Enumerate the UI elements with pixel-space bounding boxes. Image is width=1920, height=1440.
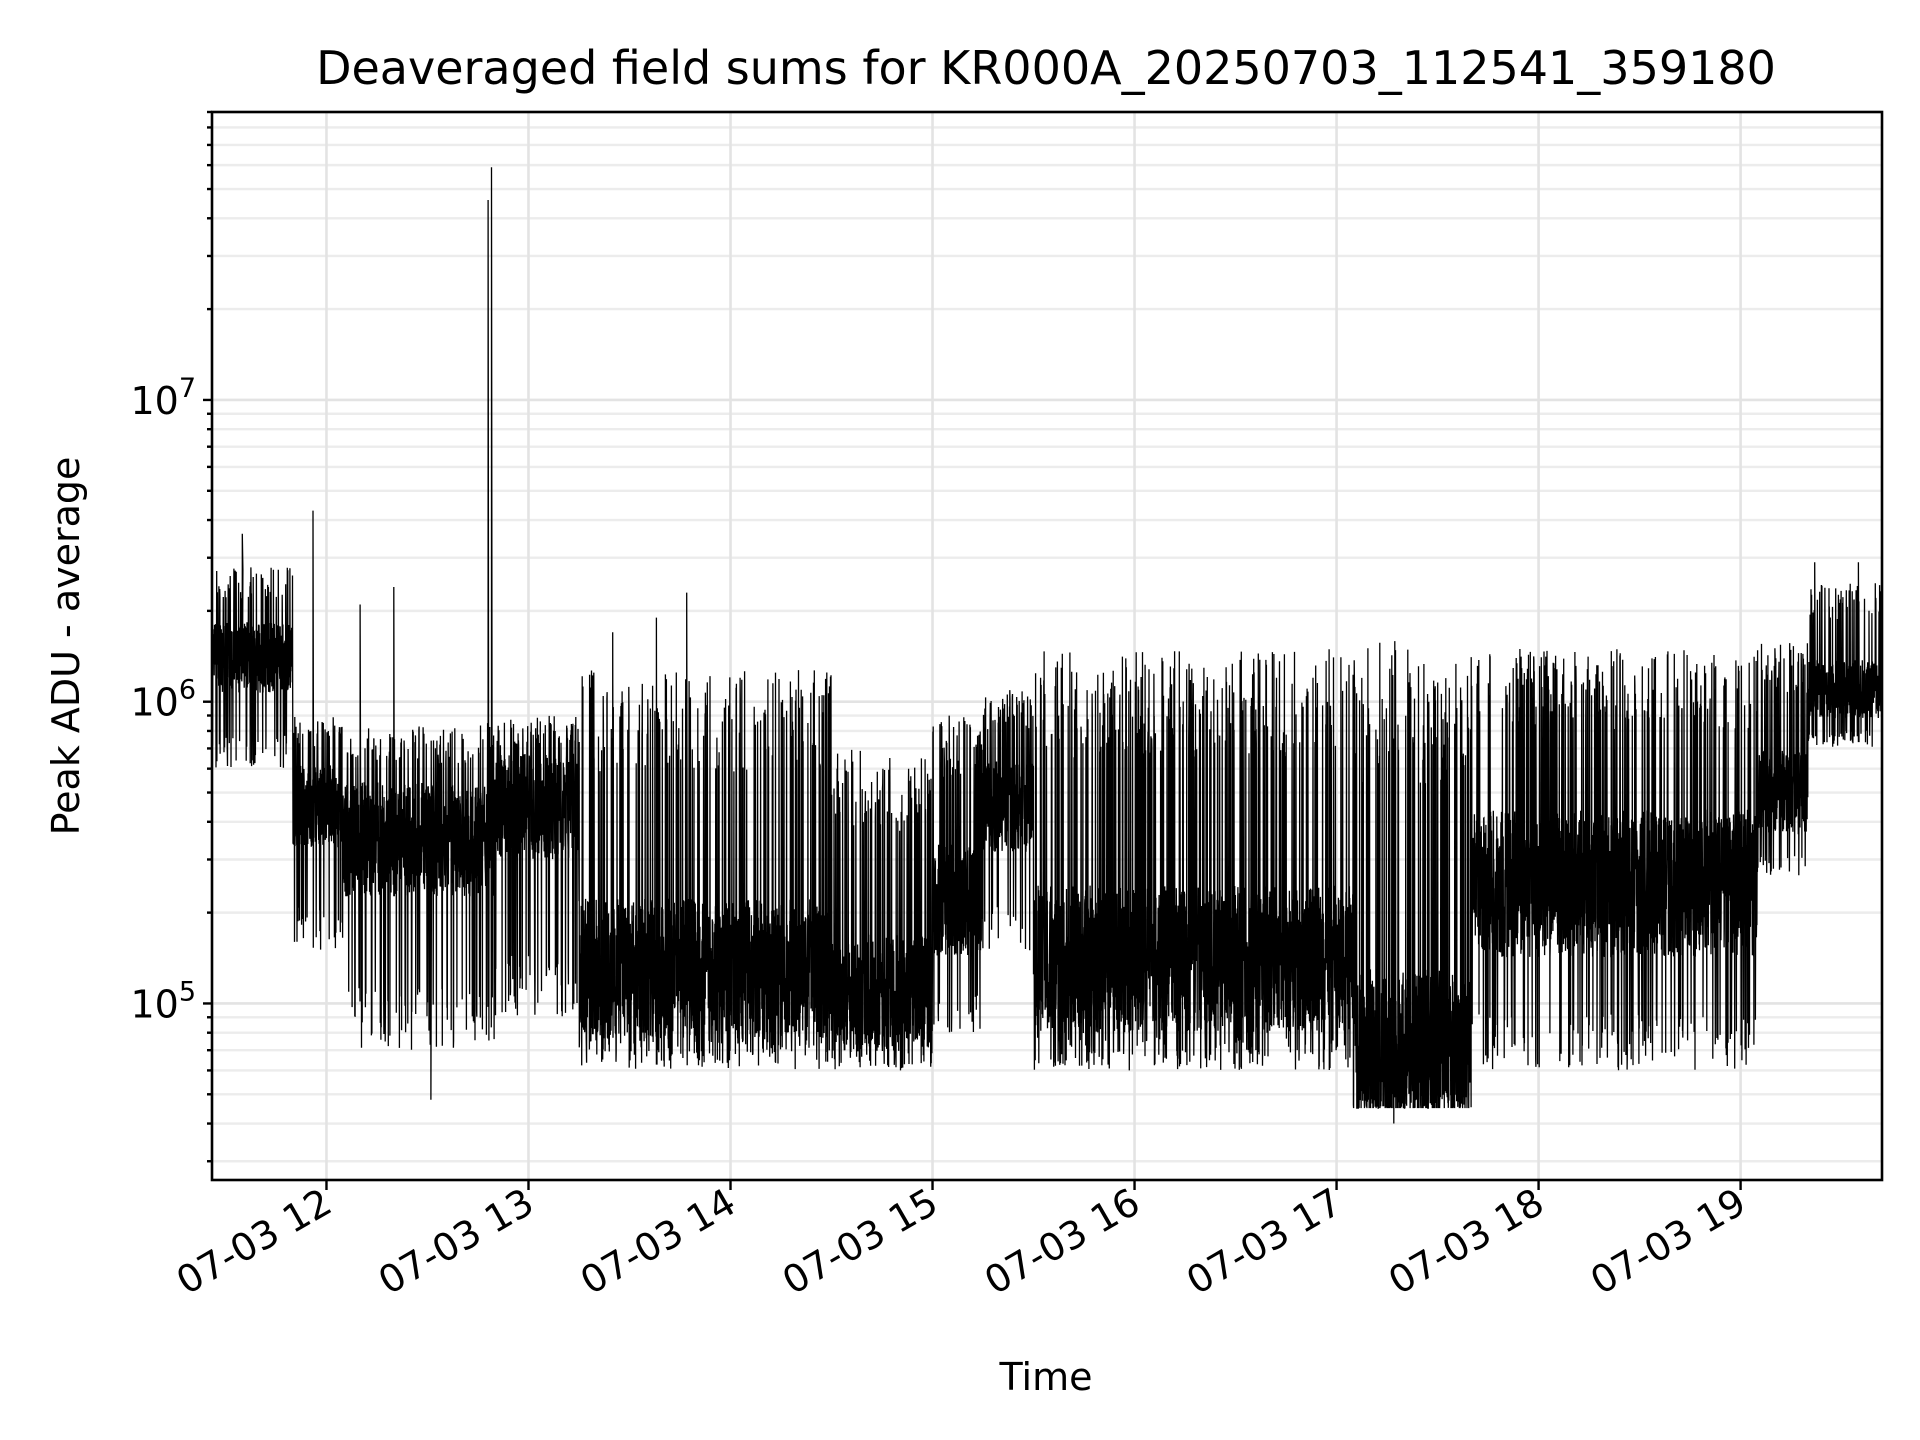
y-tick-label: 106 xyxy=(130,675,196,725)
x-tick-label: 07-03 14 xyxy=(573,1180,743,1304)
x-tick-label: 07-03 12 xyxy=(169,1180,339,1304)
y-tick-label: 105 xyxy=(130,976,196,1026)
x-tick-label: 07-03 19 xyxy=(1583,1180,1753,1304)
y-tick-label: 107 xyxy=(130,373,196,423)
x-tick-label: 07-03 13 xyxy=(371,1180,541,1304)
x-tick-label: 07-03 15 xyxy=(775,1180,945,1304)
series-line xyxy=(211,167,1883,1124)
x-axis-label: Time xyxy=(999,1355,1093,1399)
x-tick-label: 07-03 16 xyxy=(977,1180,1147,1304)
plot-frame xyxy=(210,110,1884,1182)
y-axis-label: Peak ADU - average xyxy=(44,457,88,836)
chart-title: Deaveraged field sums for KR000A_2025070… xyxy=(316,41,1776,95)
plot-area xyxy=(211,167,1883,1124)
x-tick-label: 07-03 17 xyxy=(1179,1180,1349,1304)
x-tick-label: 07-03 18 xyxy=(1381,1180,1551,1304)
